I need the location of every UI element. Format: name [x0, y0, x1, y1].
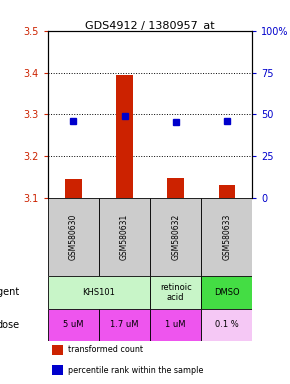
- Bar: [48, 309, 99, 341]
- Bar: [116, 74, 133, 198]
- Text: DMSO: DMSO: [214, 288, 240, 297]
- Text: GSM580632: GSM580632: [171, 214, 180, 260]
- Text: 5 uM: 5 uM: [63, 320, 84, 329]
- Bar: [167, 178, 184, 198]
- Bar: [99, 198, 150, 276]
- Bar: [201, 198, 252, 276]
- Bar: [65, 179, 81, 198]
- Bar: [150, 276, 201, 309]
- Text: agent: agent: [0, 287, 20, 298]
- Text: 1 uM: 1 uM: [165, 320, 186, 329]
- Text: KHS101: KHS101: [83, 288, 115, 297]
- Bar: [201, 276, 252, 309]
- Bar: [52, 365, 63, 376]
- Bar: [150, 309, 201, 341]
- Text: GSM580631: GSM580631: [120, 214, 129, 260]
- Text: 1.7 uM: 1.7 uM: [110, 320, 139, 329]
- Text: 0.1 %: 0.1 %: [215, 320, 239, 329]
- Bar: [150, 198, 201, 276]
- Text: GSM580630: GSM580630: [69, 214, 78, 260]
- Title: GDS4912 / 1380957_at: GDS4912 / 1380957_at: [85, 20, 215, 31]
- Text: GSM580633: GSM580633: [222, 214, 231, 260]
- Bar: [219, 185, 235, 198]
- Text: transformed count: transformed count: [68, 345, 143, 354]
- Bar: [99, 309, 150, 341]
- Bar: [48, 198, 99, 276]
- Bar: [52, 344, 63, 355]
- Text: retinoic
acid: retinoic acid: [160, 283, 191, 302]
- Text: dose: dose: [0, 320, 20, 330]
- Text: percentile rank within the sample: percentile rank within the sample: [68, 366, 204, 375]
- Bar: [48, 276, 150, 309]
- Bar: [201, 309, 252, 341]
